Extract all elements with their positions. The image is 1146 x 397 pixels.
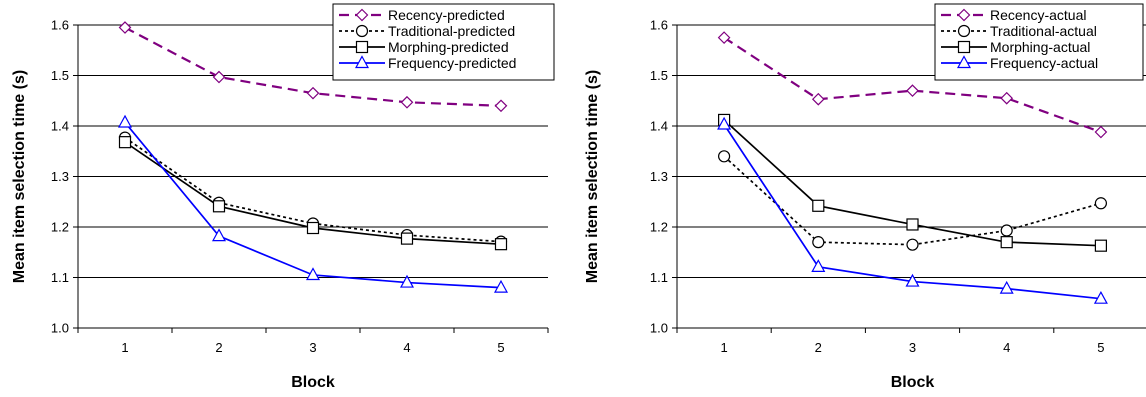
data-point (211, 228, 227, 242)
legend: Recency-actualTraditional-actualMorphing… (934, 3, 1144, 81)
data-point (1094, 239, 1108, 252)
data-point (999, 280, 1014, 294)
data-point (906, 218, 919, 231)
data-point (493, 279, 509, 293)
y-tick-label: 1.0 (51, 321, 69, 336)
data-point (1094, 197, 1108, 210)
y-tick-label: 1.2 (650, 220, 668, 235)
data-point (306, 86, 320, 100)
data-point (117, 114, 133, 128)
x-tick-label: 1 (720, 340, 727, 355)
data-point (118, 136, 132, 149)
legend-marker (957, 24, 971, 38)
y-tick-label: 1.4 (650, 119, 668, 134)
data-point (718, 150, 731, 163)
data-point (811, 92, 825, 106)
legend-marker (957, 40, 971, 54)
legend-label: Traditional-predicted (388, 23, 515, 39)
data-point (399, 274, 415, 288)
y-tick-label: 1.3 (650, 169, 668, 184)
legend-marker (956, 55, 972, 69)
data-point (1000, 91, 1014, 105)
data-point (494, 99, 508, 113)
x-tick-label: 2 (215, 340, 222, 355)
x-tick-label: 5 (497, 340, 504, 355)
data-point (212, 200, 226, 213)
chart-actual: 1.0 1.1 1.2 1.3 1.4 1.5 1.6 1 2 3 4 5 Block Mean item… (584, 3, 1146, 391)
data-point (812, 199, 825, 212)
y-tick-label: 1.1 (51, 270, 69, 285)
series-line (124, 121, 502, 289)
legend-label: Traditional-actual (990, 23, 1097, 39)
data-point (1000, 224, 1013, 237)
legend-marker (355, 40, 369, 54)
data-point (906, 84, 919, 97)
data-point (400, 95, 414, 109)
data-point (812, 236, 825, 249)
legend-marker (355, 24, 369, 38)
data-point (400, 232, 414, 245)
x-tick-label: 2 (815, 340, 822, 355)
data-point (305, 267, 321, 281)
data-point (494, 238, 508, 251)
series-line (723, 124, 1101, 300)
x-tick-label: 3 (309, 340, 316, 355)
y-tick-label: 1.5 (650, 68, 668, 83)
data-point (306, 221, 320, 235)
legend-marker (355, 8, 369, 22)
data-point (717, 31, 731, 44)
data-point (118, 21, 132, 34)
y-axis-title: Mean item selection time (s) (584, 70, 601, 283)
legend-label: Morphing-predicted (388, 39, 509, 55)
data-point (1093, 290, 1108, 304)
y-axis-title: Mean item selection time (s) (11, 70, 28, 283)
y-tick-label: 1.6 (650, 18, 668, 33)
x-axis-title: Block (291, 374, 335, 391)
x-tick-label: 4 (1003, 340, 1010, 355)
data-point (212, 70, 226, 84)
x-tick-label: 4 (403, 340, 410, 355)
x-tick-label: 5 (1097, 340, 1104, 355)
y-tick-label: 1.2 (51, 220, 69, 235)
y-tick-label: 1.6 (51, 18, 69, 33)
data-point (905, 273, 920, 287)
y-tick-label: 1.5 (51, 68, 69, 83)
legend-label: Recency-predicted (388, 7, 505, 23)
x-tick-label: 3 (909, 340, 916, 355)
legend-marker (354, 55, 370, 69)
legend-label: Frequency-actual (990, 55, 1098, 71)
legend-box (332, 3, 555, 81)
y-tick-label: 1.0 (650, 321, 668, 336)
series-line (723, 155, 1102, 246)
legend-marker (957, 8, 971, 22)
legend-label: Frequency-predicted (388, 55, 516, 71)
x-axis-title: Block (891, 374, 935, 391)
data-point (1000, 236, 1013, 249)
legend-label: Morphing-actual (990, 39, 1090, 55)
data-point (906, 238, 919, 251)
y-tick-label: 1.4 (51, 119, 69, 134)
data-point (1094, 125, 1108, 139)
y-tick-label: 1.1 (650, 270, 668, 285)
y-tick-label: 1.3 (51, 169, 69, 184)
legend: Recency-predictedTraditional-predictedMo… (332, 3, 555, 81)
data-point (811, 259, 826, 272)
data-point (717, 116, 732, 130)
legend-label: Recency-actual (990, 7, 1087, 23)
x-tick-label: 1 (121, 340, 128, 355)
chart-predicted: 1.0 1.1 1.2 1.3 1.4 1.5 1.6 1 2 3 4 5 Block Mean item… (11, 3, 555, 391)
